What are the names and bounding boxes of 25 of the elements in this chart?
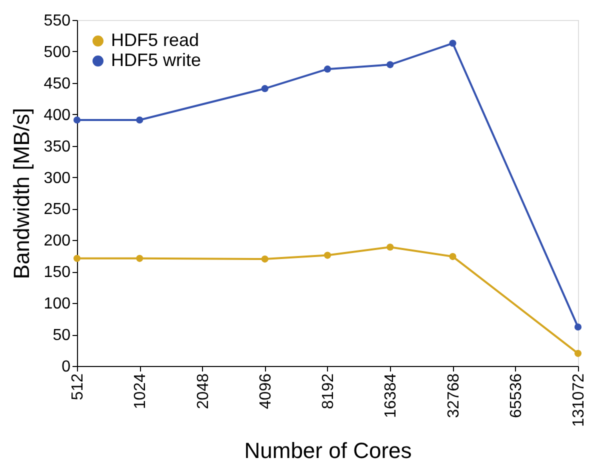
x-tick-label: 2048 (194, 373, 212, 410)
y-axis-title: Bandwidth [MB/s] (8, 108, 34, 280)
y-tick-label: 500 (44, 44, 71, 61)
x-axis-title: Number of Cores (244, 438, 412, 463)
y-tick-label: 150 (44, 264, 71, 282)
x-tick-label: 8192 (320, 373, 337, 410)
y-tick-label: 300 (44, 170, 71, 187)
y-tick-label: 400 (44, 106, 71, 124)
y-tick-label: 550 (44, 12, 71, 30)
x-tick-label: 512 (70, 373, 86, 400)
y-tick-label: 250 (44, 201, 71, 218)
x-tick-label: 4096 (257, 373, 274, 410)
x-tick-label: 16384 (382, 373, 400, 418)
y-tick-label: 450 (44, 75, 71, 92)
y-tick-label: 100 (44, 296, 71, 313)
y-tick-label: 50 (52, 327, 71, 344)
x-tick-label: 131072 (570, 373, 588, 427)
legend-label: HDF5 read (111, 30, 200, 50)
x-tick-label: 1024 (132, 373, 150, 410)
x-tick-label: 65536 (508, 373, 525, 418)
y-tick-label: 350 (44, 138, 71, 156)
legend-label: HDF5 write (111, 50, 202, 70)
y-tick-label: 0 (62, 358, 71, 376)
x-tick-label: 32768 (445, 373, 462, 418)
y-tick-label: 200 (44, 232, 71, 250)
